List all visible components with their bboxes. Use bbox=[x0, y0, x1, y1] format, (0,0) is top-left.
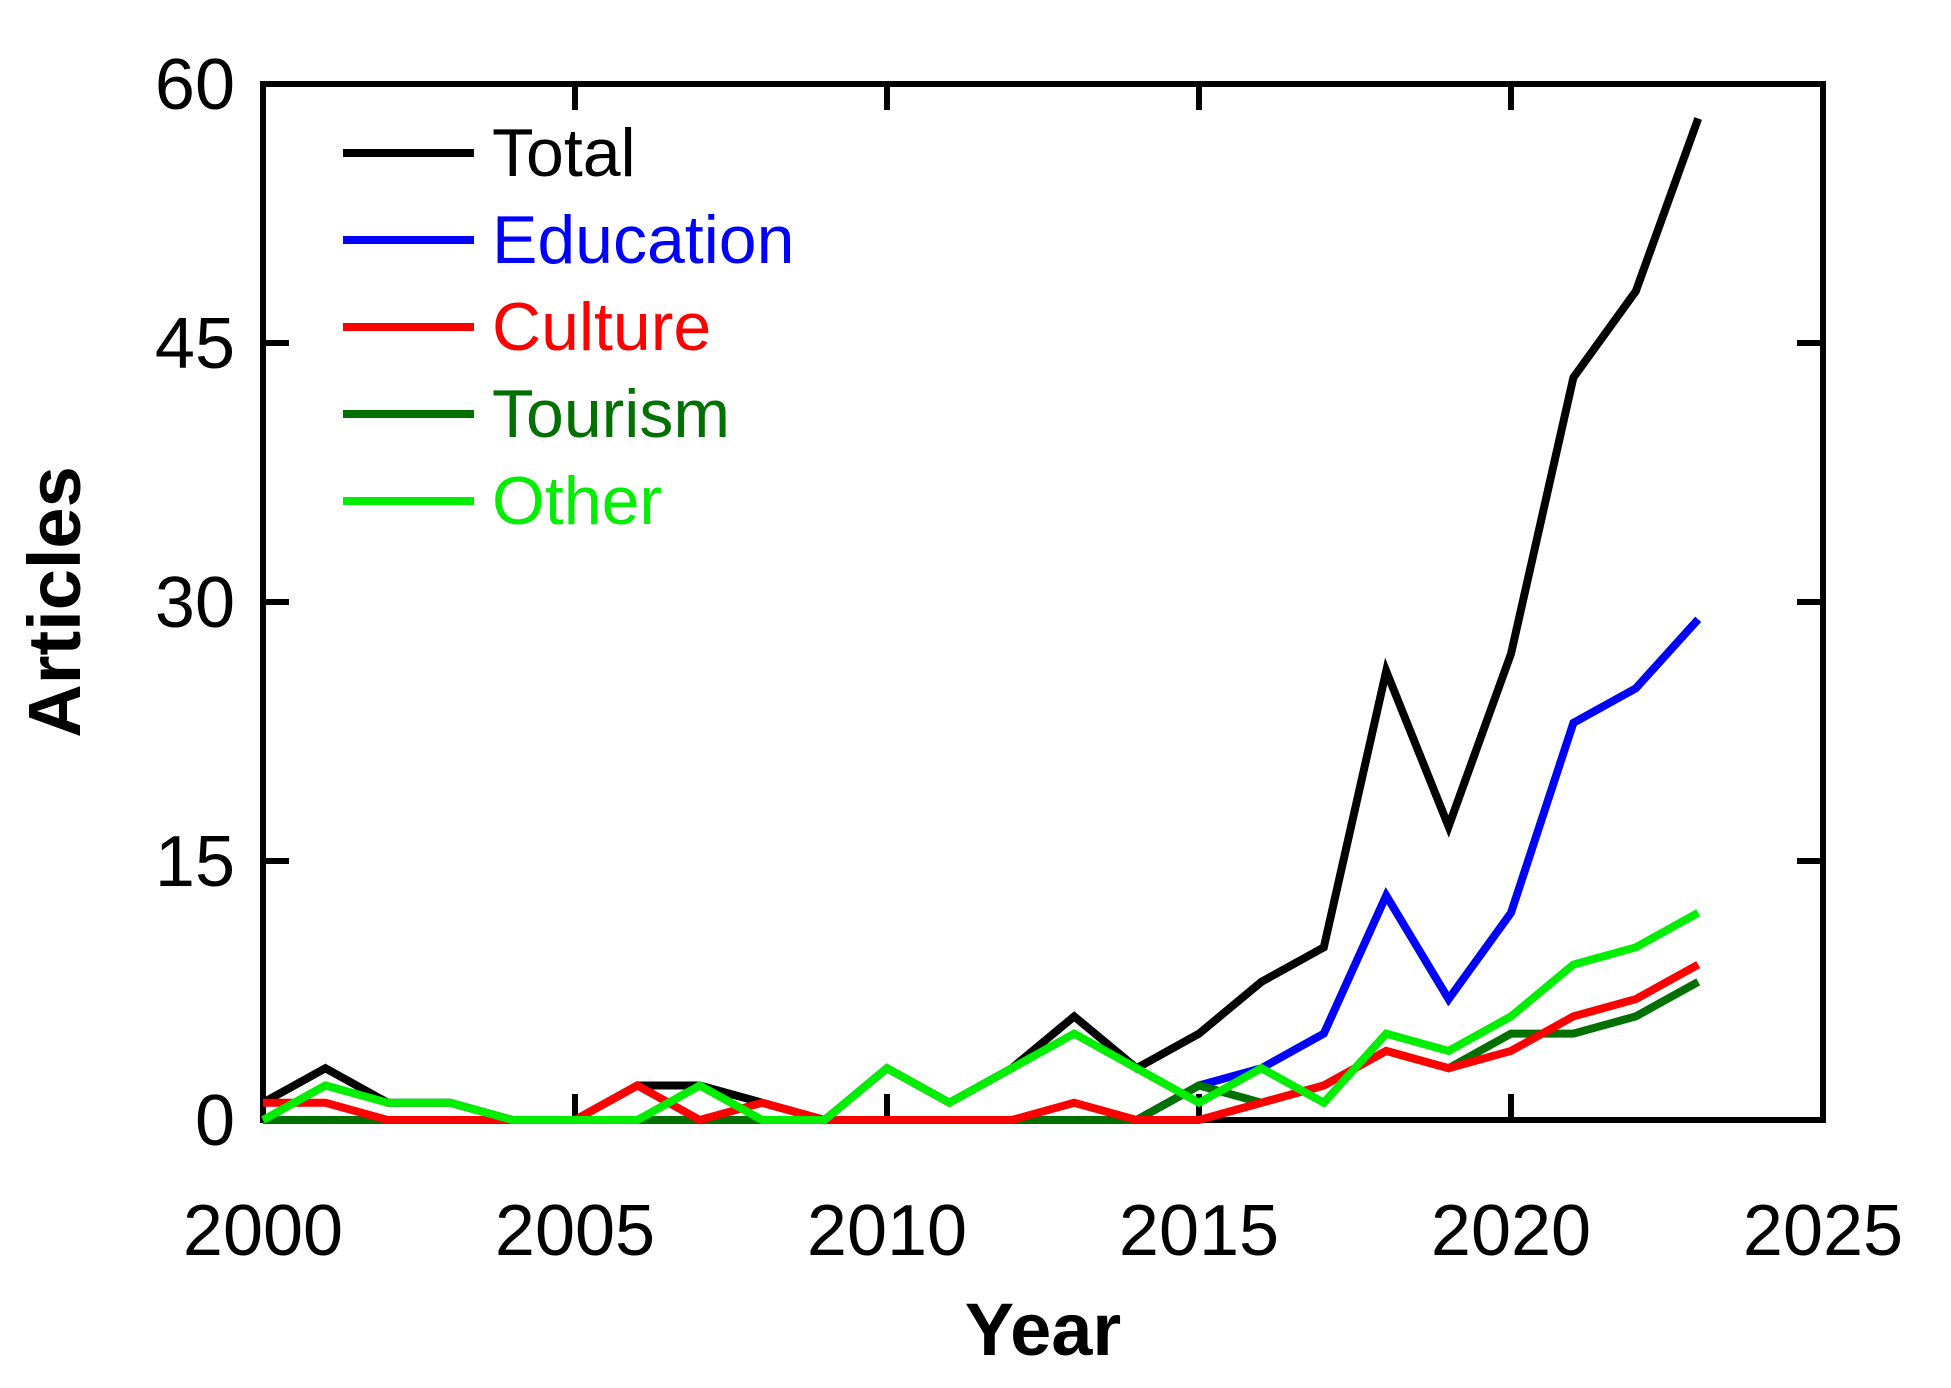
legend-label-education: Education bbox=[492, 202, 794, 278]
y-tick-label: 60 bbox=[155, 45, 235, 125]
y-tick-label: 30 bbox=[155, 563, 235, 643]
y-tick-label: 15 bbox=[155, 822, 235, 902]
plot-area bbox=[260, 81, 1826, 1123]
legend-label-culture: Culture bbox=[492, 289, 711, 365]
legend-label-tourism: Tourism bbox=[492, 376, 730, 452]
legend-label-other: Other bbox=[492, 463, 662, 539]
y-axis-label: Articles bbox=[13, 466, 96, 737]
series-line-other bbox=[261, 909, 1701, 1124]
series-layer bbox=[261, 117, 1702, 1125]
legend: Total Education Culture Tourism Other bbox=[343, 115, 794, 539]
x-tick-label: 2010 bbox=[807, 1191, 967, 1271]
x-tick-label: 2020 bbox=[1431, 1191, 1591, 1271]
y-tick-label: 45 bbox=[155, 304, 235, 384]
legend-item-tourism: Tourism bbox=[343, 376, 730, 452]
tick-layer: 2000 2005 2010 2015 2020 2025 0 15 30 45 60 bbox=[155, 45, 1903, 1271]
x-tick-label: 2015 bbox=[1119, 1191, 1279, 1271]
x-tick-label: 2005 bbox=[495, 1191, 655, 1271]
x-tick-label: 2025 bbox=[1743, 1191, 1903, 1271]
legend-label-total: Total bbox=[492, 115, 636, 191]
legend-item-education: Education bbox=[343, 202, 794, 278]
legend-item-other: Other bbox=[343, 463, 662, 539]
legend-item-culture: Culture bbox=[343, 289, 711, 365]
x-tick-label: 2000 bbox=[183, 1191, 343, 1271]
legend-item-total: Total bbox=[343, 115, 636, 191]
x-axis-label: Year bbox=[965, 1288, 1121, 1371]
plot-border bbox=[260, 81, 1826, 1123]
y-tick-label: 0 bbox=[195, 1081, 235, 1161]
